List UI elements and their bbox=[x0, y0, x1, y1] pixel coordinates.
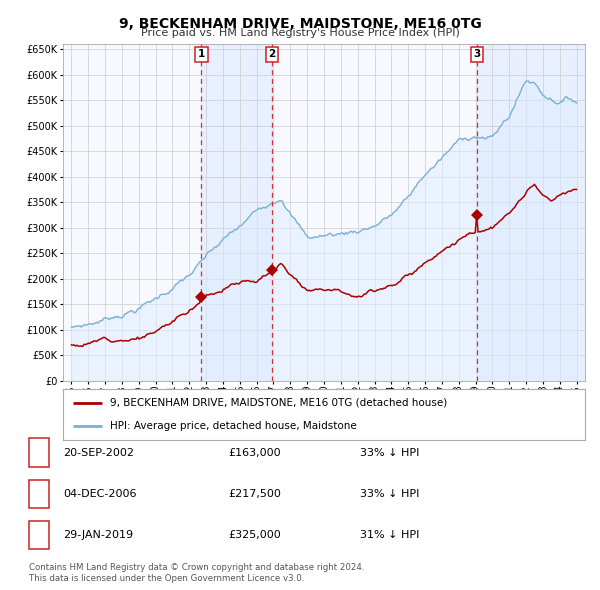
Text: 3: 3 bbox=[473, 50, 481, 60]
Bar bbox=[202, 44, 272, 381]
Text: 2: 2 bbox=[35, 487, 43, 500]
Text: HPI: Average price, detached house, Maidstone: HPI: Average price, detached house, Maid… bbox=[110, 421, 357, 431]
Text: 31% ↓ HPI: 31% ↓ HPI bbox=[360, 530, 419, 540]
Text: £163,000: £163,000 bbox=[228, 448, 281, 457]
Text: Contains HM Land Registry data © Crown copyright and database right 2024.: Contains HM Land Registry data © Crown c… bbox=[29, 563, 364, 572]
Text: 3: 3 bbox=[35, 529, 43, 542]
Text: 33% ↓ HPI: 33% ↓ HPI bbox=[360, 489, 419, 499]
Text: 9, BECKENHAM DRIVE, MAIDSTONE, ME16 0TG: 9, BECKENHAM DRIVE, MAIDSTONE, ME16 0TG bbox=[119, 17, 481, 31]
Text: £325,000: £325,000 bbox=[228, 530, 281, 540]
Text: 29-JAN-2019: 29-JAN-2019 bbox=[63, 530, 133, 540]
Bar bbox=[477, 44, 585, 381]
Text: This data is licensed under the Open Government Licence v3.0.: This data is licensed under the Open Gov… bbox=[29, 574, 304, 583]
Text: Price paid vs. HM Land Registry's House Price Index (HPI): Price paid vs. HM Land Registry's House … bbox=[140, 28, 460, 38]
Text: 04-DEC-2006: 04-DEC-2006 bbox=[63, 489, 137, 499]
Text: 9, BECKENHAM DRIVE, MAIDSTONE, ME16 0TG (detached house): 9, BECKENHAM DRIVE, MAIDSTONE, ME16 0TG … bbox=[110, 398, 447, 408]
Text: £217,500: £217,500 bbox=[228, 489, 281, 499]
Text: 2: 2 bbox=[269, 50, 276, 60]
Text: 33% ↓ HPI: 33% ↓ HPI bbox=[360, 448, 419, 457]
Text: 20-SEP-2002: 20-SEP-2002 bbox=[63, 448, 134, 457]
Text: 1: 1 bbox=[35, 446, 43, 459]
Text: 1: 1 bbox=[198, 50, 205, 60]
